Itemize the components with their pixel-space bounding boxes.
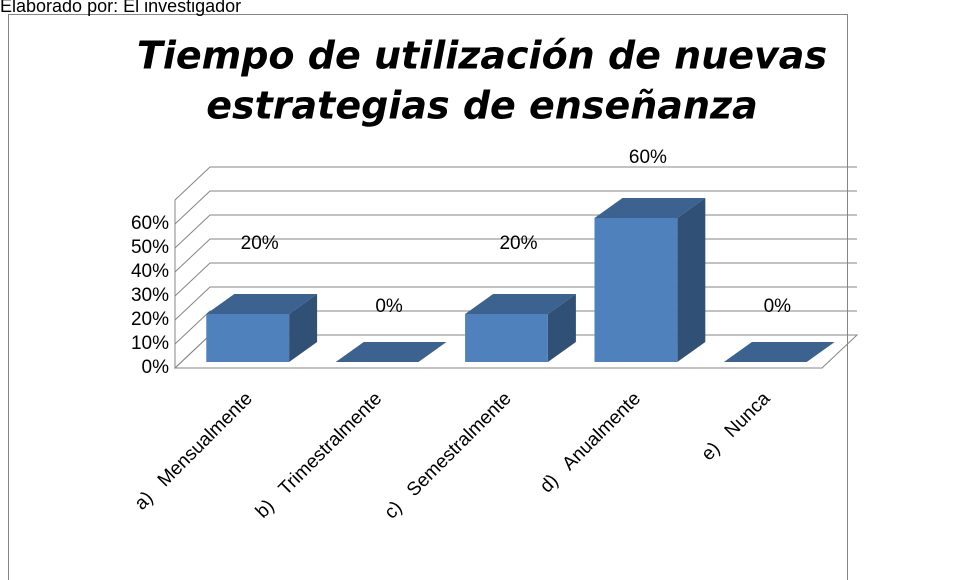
bar-top bbox=[465, 294, 576, 314]
note: Elaborado por: El investigador bbox=[0, 0, 241, 16]
bar-top bbox=[594, 198, 706, 218]
bar bbox=[594, 198, 706, 362]
bar-front bbox=[594, 218, 678, 362]
chart-title: Tiempo de utilización de nuevas bbox=[137, 34, 827, 78]
grid-line bbox=[174, 190, 857, 225]
bar-front bbox=[465, 314, 548, 362]
y-tick-label: 0% bbox=[142, 357, 170, 378]
y-tick-label: 30% bbox=[131, 285, 169, 306]
bar-top bbox=[723, 342, 835, 362]
bar-side bbox=[547, 294, 576, 362]
bar bbox=[206, 294, 318, 362]
y-tick-label: 60% bbox=[131, 213, 169, 234]
value-label: 20% bbox=[241, 233, 279, 254]
bar bbox=[335, 342, 447, 362]
bar-top bbox=[206, 294, 318, 314]
value-label: 60% bbox=[629, 147, 667, 168]
y-tick-label: 10% bbox=[131, 333, 169, 354]
y-tick-label: 20% bbox=[131, 309, 169, 330]
bar-top bbox=[335, 342, 447, 362]
y-tick-label: 40% bbox=[131, 261, 169, 282]
bar bbox=[465, 294, 576, 362]
y-tick-label: 50% bbox=[131, 237, 169, 258]
chart-border bbox=[8, 14, 848, 580]
chart-title: estrategias de enseñanza bbox=[206, 84, 758, 128]
bar bbox=[723, 342, 835, 362]
value-label: 0% bbox=[375, 296, 403, 317]
bar-side bbox=[289, 294, 318, 362]
bar-front bbox=[206, 314, 290, 362]
wall-frame bbox=[174, 166, 857, 368]
bar-side bbox=[677, 198, 706, 362]
value-label: 0% bbox=[764, 296, 792, 317]
value-label: 20% bbox=[499, 233, 537, 254]
